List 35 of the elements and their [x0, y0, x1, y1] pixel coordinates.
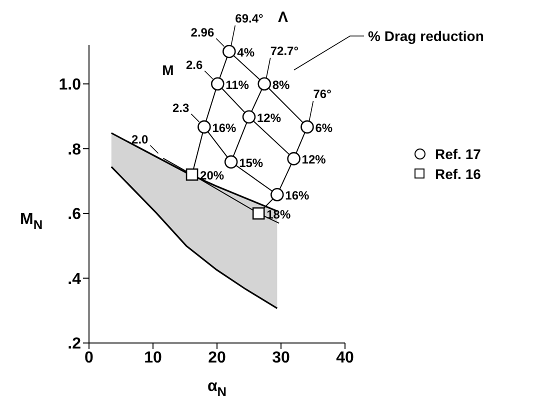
- y-tick-label: .2: [68, 336, 82, 353]
- x-tick-label: 0: [84, 349, 94, 366]
- legend-label: Ref. 17: [435, 146, 481, 162]
- legend-label: Ref. 16: [435, 166, 481, 182]
- annotation: 16%: [212, 120, 237, 135]
- y-tick-label: .8: [68, 141, 82, 158]
- annotation: 16%: [285, 188, 310, 203]
- text: Λ: [278, 9, 288, 26]
- annotation: 20%: [200, 168, 224, 183]
- x-tick-label: 40: [336, 349, 354, 366]
- y-axis-title: M$_{N}$: [20, 210, 43, 232]
- annotation: 8%: [272, 78, 290, 92]
- x-tick-label: 30: [272, 349, 290, 366]
- annotation: M: [162, 62, 174, 78]
- annotation: 12%: [257, 110, 282, 125]
- text: 72.7°: [270, 44, 299, 58]
- annotation: 6%: [315, 120, 333, 135]
- annotation: 18%: [266, 207, 291, 222]
- x-tick-label: 20: [208, 349, 226, 366]
- annotation: 4%: [237, 45, 255, 60]
- series-label: 2.96: [190, 25, 214, 40]
- series-label: 2.0: [132, 132, 149, 146]
- text: 76°: [313, 86, 332, 101]
- annotation: 11%: [226, 78, 250, 92]
- annotation: 15%: [239, 156, 264, 170]
- x-tick-label: 10: [144, 349, 162, 366]
- series-label: 2.3: [172, 100, 190, 115]
- annotation: 12%: [302, 152, 326, 167]
- text: % Drag reduction: [368, 28, 484, 44]
- y-tick-label: .4: [68, 270, 82, 288]
- y-tick-label: .6: [68, 206, 82, 224]
- y-tick-label: 1.0: [58, 76, 82, 94]
- series-label: 2.6: [186, 58, 203, 72]
- text: 69.4°: [235, 11, 264, 26]
- x-axis-title: α$_{N}$: [207, 378, 227, 399]
